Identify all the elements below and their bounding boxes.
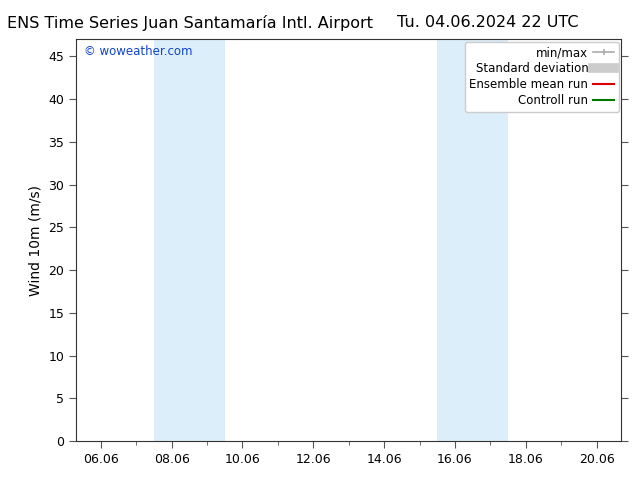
Bar [154,39,225,441]
Text: © woweather.com: © woweather.com [84,45,193,58]
Bar [437,39,508,441]
Text: ENS Time Series Juan Santamaría Intl. Airport: ENS Time Series Juan Santamaría Intl. Ai… [7,15,373,31]
Legend: min/max, Standard deviation, Ensemble mean run, Controll run: min/max, Standard deviation, Ensemble me… [465,42,619,112]
Text: Tu. 04.06.2024 22 UTC: Tu. 04.06.2024 22 UTC [398,15,579,30]
Y-axis label: Wind 10m (m/s): Wind 10m (m/s) [29,185,43,295]
